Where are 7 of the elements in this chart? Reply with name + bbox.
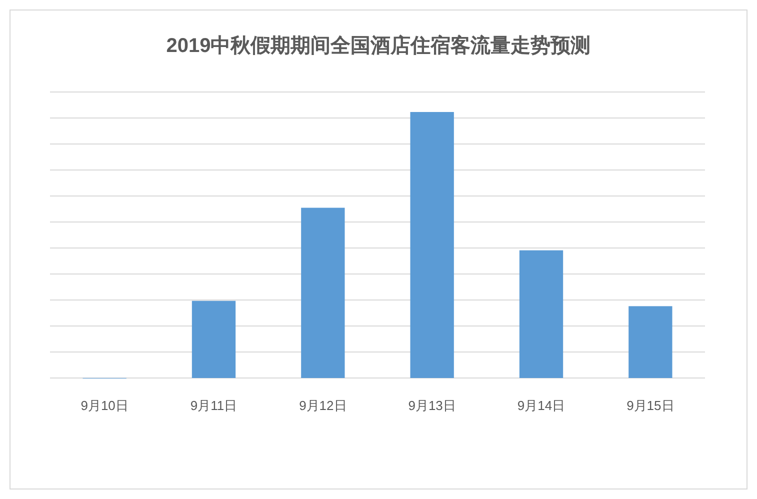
- x-tick-label: 9月10日: [80, 398, 128, 413]
- x-tick-label: 9月12日: [299, 398, 347, 413]
- x-tick-label: 9月15日: [626, 398, 674, 413]
- x-tick-label: 9月11日: [190, 398, 238, 413]
- x-tick-label: 9月13日: [408, 398, 456, 413]
- chart-title: 2019中秋假期期间全国酒店住宿客流量走势预测: [166, 34, 591, 57]
- x-tick-label: 9月14日: [517, 398, 566, 413]
